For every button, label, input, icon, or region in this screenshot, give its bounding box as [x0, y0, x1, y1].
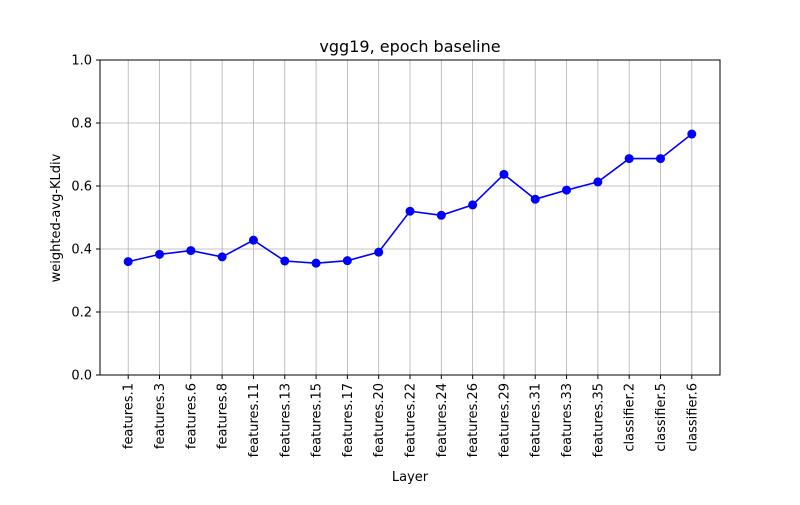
chart-title: vgg19, epoch baseline	[319, 37, 500, 56]
y-tick-label: 0.4	[71, 243, 92, 258]
data-point	[155, 249, 165, 259]
y-tick-label: 0.2	[71, 306, 92, 321]
data-point	[499, 169, 509, 179]
data-point	[123, 257, 133, 267]
x-tick-label: features.17	[341, 383, 356, 457]
x-tick-label: features.1	[122, 383, 137, 449]
data-point	[342, 256, 352, 266]
data-point	[186, 246, 196, 256]
data-point	[217, 252, 227, 262]
x-tick-label: features.29	[497, 383, 512, 457]
x-tick-label: features.26	[466, 383, 481, 457]
data-point	[468, 200, 478, 210]
x-tick-label: features.3	[153, 383, 168, 449]
data-point	[405, 206, 415, 216]
data-point	[436, 210, 446, 220]
x-tick-label: features.31	[529, 383, 544, 457]
y-tick-label: 0.8	[71, 117, 92, 132]
x-tick-label: features.24	[435, 383, 450, 457]
data-point	[311, 258, 321, 268]
x-tick-label: classifier.5	[654, 383, 669, 452]
data-point	[530, 194, 540, 204]
data-point	[687, 129, 697, 139]
x-tick-label: features.11	[247, 383, 262, 457]
x-tick-label: classifier.6	[685, 383, 700, 452]
x-tick-label: features.22	[404, 383, 419, 457]
data-point	[374, 247, 384, 257]
y-tick-label: 0.0	[71, 369, 92, 384]
data-point	[593, 177, 603, 187]
x-tick-label: features.20	[372, 383, 387, 457]
data-point	[280, 256, 290, 266]
y-axis-label: weighted-avg-KLdiv	[49, 153, 64, 282]
y-tick-label: 0.6	[71, 180, 92, 195]
data-point	[248, 235, 258, 245]
x-tick-label: classifier.2	[623, 383, 638, 452]
x-tick-label: features.15	[310, 383, 325, 457]
data-point	[562, 185, 572, 195]
x-tick-label: features.8	[216, 383, 231, 449]
x-tick-label: features.6	[184, 383, 199, 449]
x-tick-label: features.13	[278, 383, 293, 457]
x-tick-label: features.33	[560, 383, 575, 457]
x-axis-label: Layer	[392, 470, 429, 485]
data-point	[655, 154, 665, 164]
data-point	[624, 154, 634, 164]
x-tick-label: features.35	[591, 383, 606, 457]
grid-lines	[100, 59, 720, 376]
y-tick-label: 1.0	[71, 54, 92, 69]
